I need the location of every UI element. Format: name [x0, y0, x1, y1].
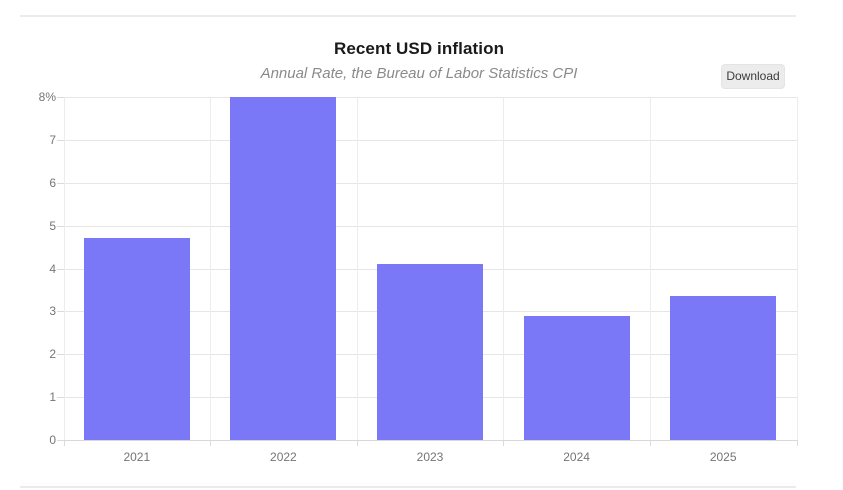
gridline-y-0 [63, 440, 797, 441]
y-axis-label-6: 6 [49, 175, 56, 190]
ytick-mark-7 [56, 139, 64, 141]
x-axis-label-2025: 2025 [709, 450, 737, 464]
gridline-x-5 [796, 97, 798, 440]
bar-2022 [230, 97, 337, 440]
bar-2021 [83, 238, 190, 440]
ytick-mark-1 [56, 397, 64, 399]
gridline-y-6 [63, 182, 797, 184]
xtick-mark-1 [210, 440, 212, 446]
ytick-mark-3 [56, 311, 64, 313]
y-axis-label-7: 7 [49, 132, 56, 147]
x-axis-label-2022: 2022 [270, 450, 297, 464]
y-axis-label-0: 0 [49, 433, 56, 447]
ytick-mark-0 [56, 440, 64, 441]
bar-2024 [523, 315, 630, 440]
chart-title: Recent USD inflation [333, 39, 505, 58]
y-axis-label-1: 1 [49, 390, 56, 405]
ytick-mark-8 [56, 97, 64, 98]
xtick-mark-5 [796, 440, 798, 446]
x-axis-label-2024: 2024 [563, 450, 590, 464]
gridline-y-8 [63, 97, 797, 98]
top-divider [20, 15, 796, 17]
download-button[interactable]: Download [721, 64, 785, 89]
ytick-mark-4 [56, 268, 64, 270]
ytick-mark-5 [56, 225, 64, 227]
y-axis-label-4: 4 [49, 261, 56, 276]
gridline-x-1 [210, 97, 212, 440]
xtick-mark-3 [503, 440, 505, 446]
gridline-x-4 [649, 97, 651, 440]
bar-2025 [670, 296, 777, 440]
xtick-mark-2 [356, 440, 358, 446]
y-axis-label-2: 2 [49, 347, 56, 362]
y-axis-label-5: 5 [49, 218, 56, 233]
x-axis-label-2021: 2021 [123, 450, 151, 464]
xtick-mark-4 [649, 440, 651, 446]
y-axis-label-8: 8% [38, 90, 56, 104]
ytick-mark-2 [56, 354, 64, 356]
gridline-x-2 [356, 97, 358, 440]
gridline-y-7 [63, 139, 797, 141]
bottom-divider [20, 486, 796, 488]
chart-subtitle: Annual Rate, the Bureau of Labor Statist… [260, 65, 578, 82]
gridline-y-5 [63, 225, 797, 227]
gridline-x-3 [503, 97, 505, 440]
xtick-mark-0 [63, 440, 65, 446]
ytick-mark-6 [56, 182, 64, 184]
gridline-x-0 [63, 97, 65, 440]
x-axis-label-2023: 2023 [416, 450, 444, 464]
y-axis-label-3: 3 [49, 304, 56, 319]
bar-2023 [377, 264, 483, 440]
